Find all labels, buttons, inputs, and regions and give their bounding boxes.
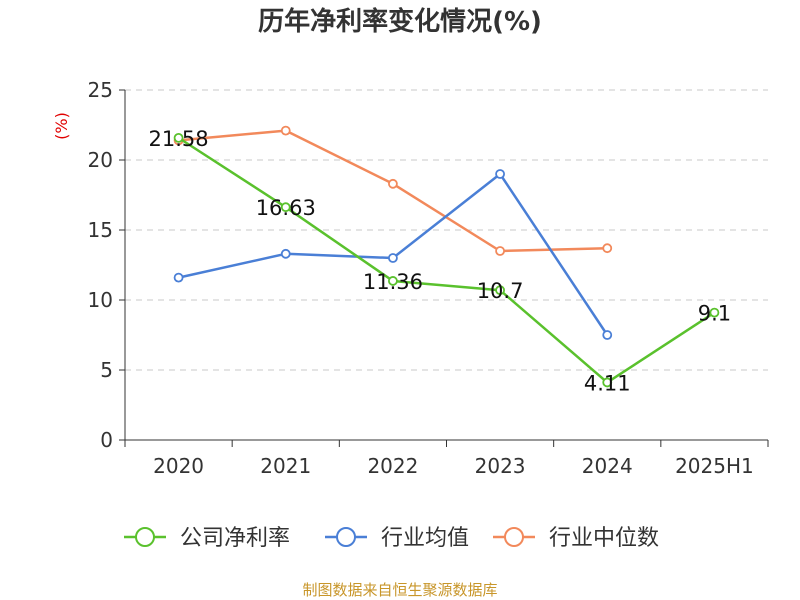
data-point — [602, 243, 613, 254]
data-label: 4.11 — [584, 371, 631, 395]
y-tick-label: 15 — [88, 218, 113, 242]
data-point — [280, 125, 291, 136]
data-point — [388, 276, 398, 286]
data-point — [280, 248, 291, 259]
legend-marker — [504, 527, 524, 547]
y-tick-label: 5 — [100, 358, 113, 382]
data-point — [602, 330, 613, 340]
legend: 公司净利率 行业均值 行业中位数 — [124, 526, 659, 551]
data-label: 11.36 — [363, 270, 423, 294]
legend-label: 公司净利率 — [180, 526, 290, 551]
series-line — [178, 129, 608, 253]
chart-title: 历年净利率变化情况(%) — [258, 6, 542, 37]
x-tick-label: 2023 — [475, 454, 526, 478]
legend-label: 行业均值 — [381, 526, 469, 551]
legend-marker — [135, 527, 155, 547]
data-point — [495, 246, 505, 256]
data-point — [173, 132, 184, 143]
x-tick-label: 2022 — [367, 454, 418, 478]
x-tick-label: 2024 — [582, 454, 633, 478]
data-label: 21.58 — [149, 127, 209, 151]
y-tick-label: 25 — [88, 78, 113, 102]
data-point — [709, 307, 720, 318]
series-layer — [173, 125, 720, 388]
data-point — [495, 169, 505, 179]
source-note: 制图数据来自恒生聚源数据库 — [302, 581, 497, 599]
data-label: 9.1 — [698, 302, 731, 326]
y-tick-label: 20 — [88, 148, 113, 172]
legend-label: 行业中位数 — [549, 526, 659, 551]
y-tick-label: 10 — [88, 288, 113, 312]
axes: 0 5 10 15 20 25 2020 2021 2022 2023 2024 2025H1 — [88, 78, 769, 478]
data-labels: 21.58 16.63 11.36 10.7 4.11 9.1 — [149, 127, 732, 396]
y-tick-label: 0 — [100, 428, 113, 452]
data-label: 16.63 — [256, 196, 316, 220]
data-point — [495, 285, 505, 296]
x-tick-label: 2020 — [153, 454, 204, 478]
data-point — [280, 202, 291, 213]
x-tick-label: 2021 — [260, 454, 311, 478]
data-point — [602, 377, 613, 388]
grid-lines — [125, 89, 768, 371]
data-label: 10.7 — [477, 279, 524, 303]
data-point — [388, 178, 398, 189]
data-point — [388, 253, 398, 263]
x-tick-label: 2025H1 — [675, 454, 754, 478]
data-point — [173, 272, 184, 283]
legend-marker — [336, 527, 356, 547]
series-line — [177, 136, 716, 384]
y-axis-unit-label: (%) — [52, 112, 71, 140]
